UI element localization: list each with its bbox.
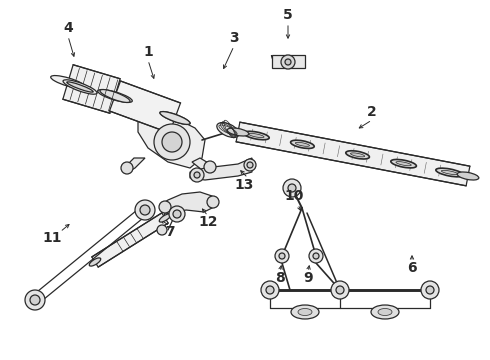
Circle shape <box>279 253 285 259</box>
Ellipse shape <box>159 214 171 222</box>
Circle shape <box>285 59 291 65</box>
Ellipse shape <box>63 80 97 94</box>
Circle shape <box>244 159 256 171</box>
Ellipse shape <box>160 112 190 125</box>
Polygon shape <box>63 65 120 113</box>
Circle shape <box>157 225 167 235</box>
Circle shape <box>261 281 279 299</box>
Text: 11: 11 <box>42 231 62 245</box>
Circle shape <box>173 210 181 218</box>
Ellipse shape <box>291 140 314 148</box>
Circle shape <box>421 281 439 299</box>
Ellipse shape <box>217 122 239 138</box>
Text: 5: 5 <box>283 8 293 22</box>
Ellipse shape <box>396 162 411 166</box>
Circle shape <box>266 286 274 294</box>
Ellipse shape <box>378 309 392 315</box>
Text: 2: 2 <box>367 105 377 119</box>
Polygon shape <box>109 81 180 133</box>
Ellipse shape <box>67 82 93 92</box>
Circle shape <box>194 172 200 178</box>
Circle shape <box>169 206 185 222</box>
Circle shape <box>140 205 150 215</box>
Polygon shape <box>272 55 305 68</box>
Ellipse shape <box>298 309 312 315</box>
Ellipse shape <box>89 258 101 266</box>
Text: 13: 13 <box>234 178 254 192</box>
Text: 4: 4 <box>63 21 73 35</box>
Circle shape <box>309 249 323 263</box>
Circle shape <box>283 179 301 197</box>
Ellipse shape <box>346 151 369 159</box>
Circle shape <box>135 200 155 220</box>
Ellipse shape <box>291 305 319 319</box>
Circle shape <box>204 161 216 173</box>
Circle shape <box>121 162 133 174</box>
Circle shape <box>247 162 253 168</box>
Polygon shape <box>162 192 216 214</box>
Text: 3: 3 <box>229 31 239 45</box>
Circle shape <box>313 253 319 259</box>
Circle shape <box>331 281 349 299</box>
Text: 8: 8 <box>275 271 285 285</box>
Circle shape <box>275 249 289 263</box>
Circle shape <box>154 124 190 160</box>
Text: 9: 9 <box>303 271 313 285</box>
Circle shape <box>30 295 40 305</box>
Circle shape <box>190 168 204 182</box>
Polygon shape <box>126 158 145 172</box>
Polygon shape <box>190 158 252 180</box>
Circle shape <box>336 286 344 294</box>
Ellipse shape <box>436 168 464 177</box>
Ellipse shape <box>371 305 399 319</box>
Ellipse shape <box>441 170 458 175</box>
Circle shape <box>162 132 182 152</box>
Ellipse shape <box>227 128 249 136</box>
Polygon shape <box>236 122 470 186</box>
Polygon shape <box>138 105 205 168</box>
Ellipse shape <box>244 131 269 140</box>
Ellipse shape <box>160 112 190 125</box>
Polygon shape <box>92 213 168 267</box>
Circle shape <box>281 55 295 69</box>
Circle shape <box>207 196 219 208</box>
Ellipse shape <box>50 76 85 89</box>
Ellipse shape <box>100 90 130 103</box>
Text: 10: 10 <box>284 189 304 203</box>
Text: 12: 12 <box>198 215 218 229</box>
Text: 6: 6 <box>407 261 417 275</box>
Ellipse shape <box>249 134 264 138</box>
Circle shape <box>25 290 45 310</box>
Ellipse shape <box>457 172 479 180</box>
Circle shape <box>159 201 171 213</box>
Ellipse shape <box>295 142 310 146</box>
Circle shape <box>426 286 434 294</box>
Circle shape <box>288 184 296 192</box>
Ellipse shape <box>350 153 365 157</box>
Text: 1: 1 <box>143 45 153 59</box>
Ellipse shape <box>98 90 132 103</box>
Ellipse shape <box>391 159 416 168</box>
Text: 7: 7 <box>165 225 175 239</box>
Polygon shape <box>192 158 210 170</box>
